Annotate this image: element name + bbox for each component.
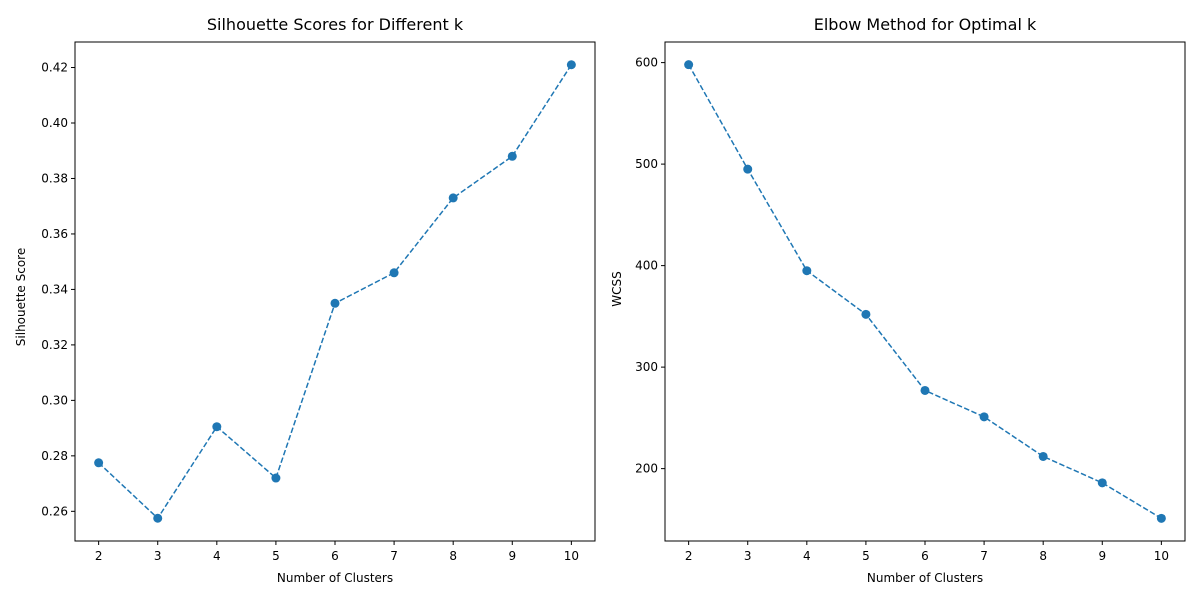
y-tick-label: 400 <box>635 259 658 273</box>
data-point <box>1097 478 1107 488</box>
y-axis-label: Silhouette Score <box>14 248 28 346</box>
x-tick-label: 7 <box>980 549 988 563</box>
data-point <box>94 458 104 468</box>
x-tick-label: 2 <box>95 549 103 563</box>
x-tick-label: 7 <box>390 549 398 563</box>
data-point <box>507 151 517 161</box>
data-point <box>389 268 399 278</box>
plot-area <box>94 60 576 523</box>
x-tick-label: 2 <box>685 549 693 563</box>
data-point <box>271 473 281 483</box>
x-tick-label: 3 <box>744 549 752 563</box>
y-tick-label: 0.34 <box>41 282 68 296</box>
y-tick-label: 0.36 <box>41 227 68 241</box>
x-tick-label: 5 <box>862 549 870 563</box>
axis-ticks: 2 3 4 5 6 7 8 9 10 200 300 400 500 600 <box>635 56 1169 563</box>
chart-title: Silhouette Scores for Different k <box>207 15 464 34</box>
x-tick-label: 8 <box>449 549 457 563</box>
y-tick-label: 0.38 <box>41 171 68 185</box>
x-tick-label: 9 <box>508 549 516 563</box>
data-point <box>743 164 753 174</box>
data-point <box>920 385 930 395</box>
data-point <box>684 60 694 70</box>
y-tick-label: 300 <box>635 360 658 374</box>
data-point <box>802 266 812 276</box>
data-point <box>979 412 989 422</box>
y-tick-label: 200 <box>635 462 658 476</box>
y-tick-label: 0.40 <box>41 116 68 130</box>
x-tick-label: 4 <box>803 549 811 563</box>
data-point <box>153 513 163 523</box>
axis-ticks: 2 3 4 5 6 7 8 9 10 0.26 0.28 0.30 0.32 0.34 0.36 0.38 0.… <box>41 61 579 563</box>
y-tick-label: 500 <box>635 157 658 171</box>
x-tick-label: 8 <box>1039 549 1047 563</box>
x-tick-label: 10 <box>1154 549 1169 563</box>
x-tick-label: 9 <box>1098 549 1106 563</box>
axes-frame <box>74 41 596 542</box>
x-tick-label: 6 <box>331 549 339 563</box>
data-point <box>212 422 222 432</box>
data-point <box>566 60 576 70</box>
data-point <box>1038 451 1048 461</box>
data-point <box>1156 513 1166 523</box>
x-tick-label: 5 <box>272 549 280 563</box>
y-tick-label: 0.28 <box>41 449 68 463</box>
elbow-chart: Elbow Method for Optimal k Number of Clu… <box>610 15 1186 585</box>
data-point <box>448 193 458 203</box>
silhouette-chart: Silhouette Scores for Different k Number… <box>14 15 596 585</box>
y-tick-label: 600 <box>635 56 658 70</box>
axes-frame <box>664 41 1186 542</box>
plot-area <box>684 60 1166 523</box>
x-axis-label: Number of Clusters <box>867 571 983 585</box>
x-tick-label: 6 <box>921 549 929 563</box>
y-tick-label: 0.32 <box>41 338 68 352</box>
y-tick-label: 0.30 <box>41 393 68 407</box>
chart-title: Elbow Method for Optimal k <box>814 15 1037 34</box>
data-point <box>330 298 340 308</box>
x-tick-label: 3 <box>154 549 162 563</box>
y-axis-label: WCSS <box>610 271 624 306</box>
x-axis-label: Number of Clusters <box>277 571 393 585</box>
y-tick-label: 0.26 <box>41 504 68 518</box>
data-point <box>861 309 871 319</box>
x-tick-label: 10 <box>564 549 579 563</box>
x-tick-label: 4 <box>213 549 221 563</box>
y-tick-label: 0.42 <box>41 61 68 75</box>
